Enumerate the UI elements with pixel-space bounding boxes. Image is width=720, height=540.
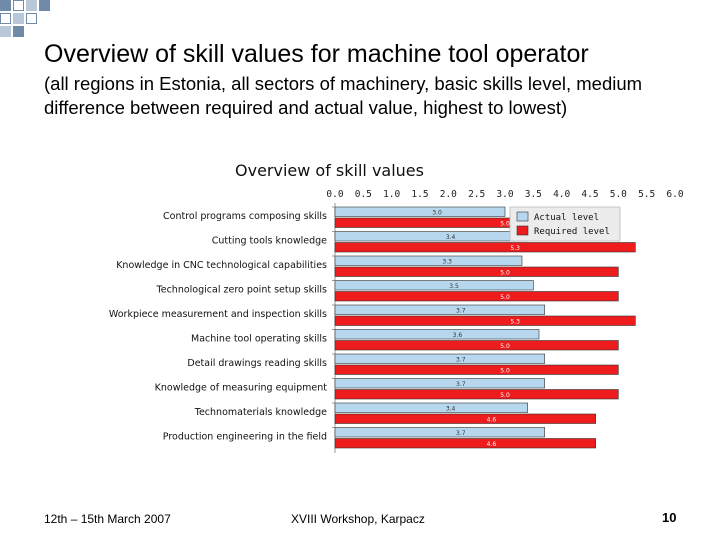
chart-legend: Actual level Required level — [509, 206, 621, 242]
bar-value-label: 3.5 — [449, 283, 459, 290]
slide-subtitle: (all regions in Estonia, all sectors of … — [44, 73, 643, 118]
x-tick-label: 5.5 — [638, 189, 655, 200]
slide-title: Overview of skill values for machine too… — [44, 40, 589, 68]
bar-value-label: 4.6 — [487, 417, 497, 424]
bar-value-label: 5.3 — [510, 319, 520, 326]
corner-decoration — [0, 0, 60, 45]
bar-value-label: 5.0 — [500, 368, 510, 375]
bar-value-label: 3.4 — [446, 406, 456, 413]
page-number: 10 — [662, 510, 677, 525]
footer-event: XVIII Workshop, Karpacz — [291, 512, 425, 526]
bar-value-label: 3.7 — [456, 381, 466, 388]
category-label: Knowledge in CNC technological capabilit… — [116, 260, 327, 271]
required-bar — [334, 315, 636, 326]
required-bar — [334, 291, 619, 302]
category-labels: Control programs composing skills Cutting… — [109, 206, 335, 443]
bar-group: 3.0 5.0 3.4 5.3 3.3 5.0 3.5 5.0 3.7 5.3 3.6 5.0 3.7 5… — [334, 206, 636, 449]
bar-value-label: 5.0 — [500, 343, 510, 350]
actual-bar — [334, 329, 540, 340]
x-tick-label: 5.0 — [610, 189, 627, 200]
legend-label: Actual level — [534, 213, 599, 223]
category-label: Knowledge of measuring equipment — [155, 383, 328, 394]
required-bar — [334, 389, 619, 400]
x-tick-label: 4.5 — [581, 189, 598, 200]
deco-square — [26, 0, 37, 11]
x-tick-label: 1.0 — [383, 189, 400, 200]
bar-value-label: 3.7 — [456, 308, 466, 315]
x-tick-label: 2.0 — [440, 189, 457, 200]
category-label: Control programs composing skills — [163, 211, 327, 222]
actual-bar — [334, 255, 523, 266]
required-bar — [334, 340, 619, 351]
chart-title: Overview of skill values — [235, 161, 424, 180]
category-label: Workpiece measurement and inspection ski… — [109, 309, 327, 320]
x-tick-label: 6.0 — [666, 189, 683, 200]
legend-box — [509, 206, 621, 242]
required-bar — [334, 364, 619, 375]
category-label: Technomaterials knowledge — [194, 407, 327, 418]
category-label: Technological zero point setup skills — [156, 285, 328, 296]
bar-value-label: 3.7 — [456, 430, 466, 437]
deco-square — [13, 0, 24, 11]
bar-value-label: 5.0 — [500, 294, 510, 301]
actual-bar — [334, 231, 528, 242]
bar-value-label: 3.7 — [456, 357, 466, 364]
actual-bar — [334, 280, 534, 291]
x-tick-label: 0.5 — [355, 189, 372, 200]
legend-swatch — [516, 211, 529, 222]
actual-bar — [334, 353, 545, 364]
bar-value-label: 3.0 — [432, 210, 442, 217]
legend-label: Required level — [534, 227, 610, 237]
x-tick-label: 3.5 — [525, 189, 542, 200]
category-label: Cutting tools knowledge — [212, 236, 327, 247]
deco-square — [0, 26, 11, 37]
required-bar — [334, 438, 596, 449]
skill-bar-chart: Overview of skill values 0.0 0.5 1.0 1.5 2.0… — [90, 155, 690, 455]
bar-value-label: 4.6 — [487, 441, 497, 448]
deco-square — [13, 26, 24, 37]
deco-square — [0, 0, 11, 11]
category-label: Detail drawings reading skills — [187, 358, 327, 369]
x-tick-label: 2.5 — [468, 189, 485, 200]
bar-value-label: 3.4 — [446, 234, 456, 241]
category-label: Production engineering in the field — [163, 432, 327, 443]
bar-value-label: 3.6 — [453, 332, 463, 339]
deco-square — [26, 13, 37, 24]
actual-bar — [334, 402, 528, 413]
x-tick-label: 4.0 — [553, 189, 570, 200]
actual-bar — [334, 206, 506, 217]
actual-bar — [334, 427, 545, 438]
bar-value-label: 3.3 — [442, 259, 452, 266]
required-bar — [334, 413, 596, 424]
x-tick-label: 1.5 — [411, 189, 428, 200]
actual-bar — [334, 304, 545, 315]
required-bar — [334, 266, 619, 277]
bar-value-label: 5.0 — [500, 392, 510, 399]
bar-value-label: 5.0 — [500, 221, 510, 228]
chart-canvas: Overview of skill values 0.0 0.5 1.0 1.5 2.0… — [109, 161, 684, 453]
bar-value-label: 5.3 — [510, 245, 520, 252]
bar-value-label: 5.0 — [500, 270, 510, 277]
category-label: Machine tool operating skills — [191, 334, 327, 345]
deco-square — [39, 0, 50, 11]
required-bar — [334, 242, 636, 253]
legend-swatch — [516, 225, 529, 236]
deco-square — [13, 13, 24, 24]
deco-square — [0, 13, 11, 24]
x-tick-label: 0.0 — [326, 189, 343, 200]
actual-bar — [334, 378, 545, 389]
footer-date: 12th – 15th March 2007 — [44, 512, 171, 526]
x-tick-label: 3.0 — [496, 189, 513, 200]
